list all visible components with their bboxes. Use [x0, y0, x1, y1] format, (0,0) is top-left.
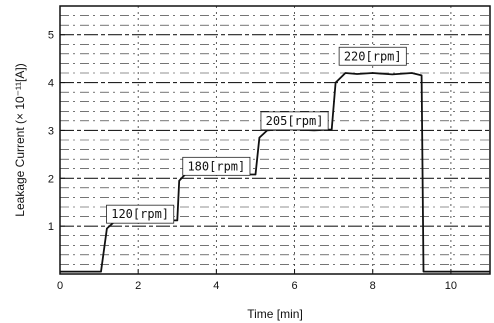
annotation-box: [106, 204, 175, 224]
y-tick-label: 4: [48, 78, 54, 90]
x-tick-label: 0: [57, 280, 63, 292]
y-tick-label: 3: [48, 125, 54, 137]
y-axis-title: Leakage Current (× 10⁻¹¹[A]): [13, 63, 27, 216]
x-tick-label: 6: [291, 280, 297, 292]
annotation-label: 120[rpm]: [111, 207, 169, 221]
annotation-box: [260, 111, 329, 131]
annotation-group: 120[rpm] 180[rpm] 205[rpm] 220[rpm]: [106, 46, 407, 224]
x-tick-label: 2: [135, 280, 141, 292]
x-axis-title: Time [min]: [247, 307, 303, 321]
annotation-label: 220[rpm]: [344, 49, 402, 63]
x-tick-label: 4: [213, 280, 219, 292]
y-tick-label: 2: [48, 173, 54, 185]
x-tick-label: 8: [370, 280, 376, 292]
x-tick-label: 10: [445, 280, 457, 292]
series-group: [60, 72, 490, 273]
plot-frame: [59, 5, 491, 275]
y-tick-label: 1: [48, 221, 54, 233]
grid-lines: [60, 6, 490, 274]
series-line: [60, 72, 490, 273]
annotation-box: [338, 46, 407, 66]
annotation-box: [182, 156, 251, 176]
annotation-label: 180[rpm]: [187, 159, 245, 173]
annotation-label: 205[rpm]: [266, 114, 324, 128]
y-tick-label: 5: [48, 30, 54, 42]
